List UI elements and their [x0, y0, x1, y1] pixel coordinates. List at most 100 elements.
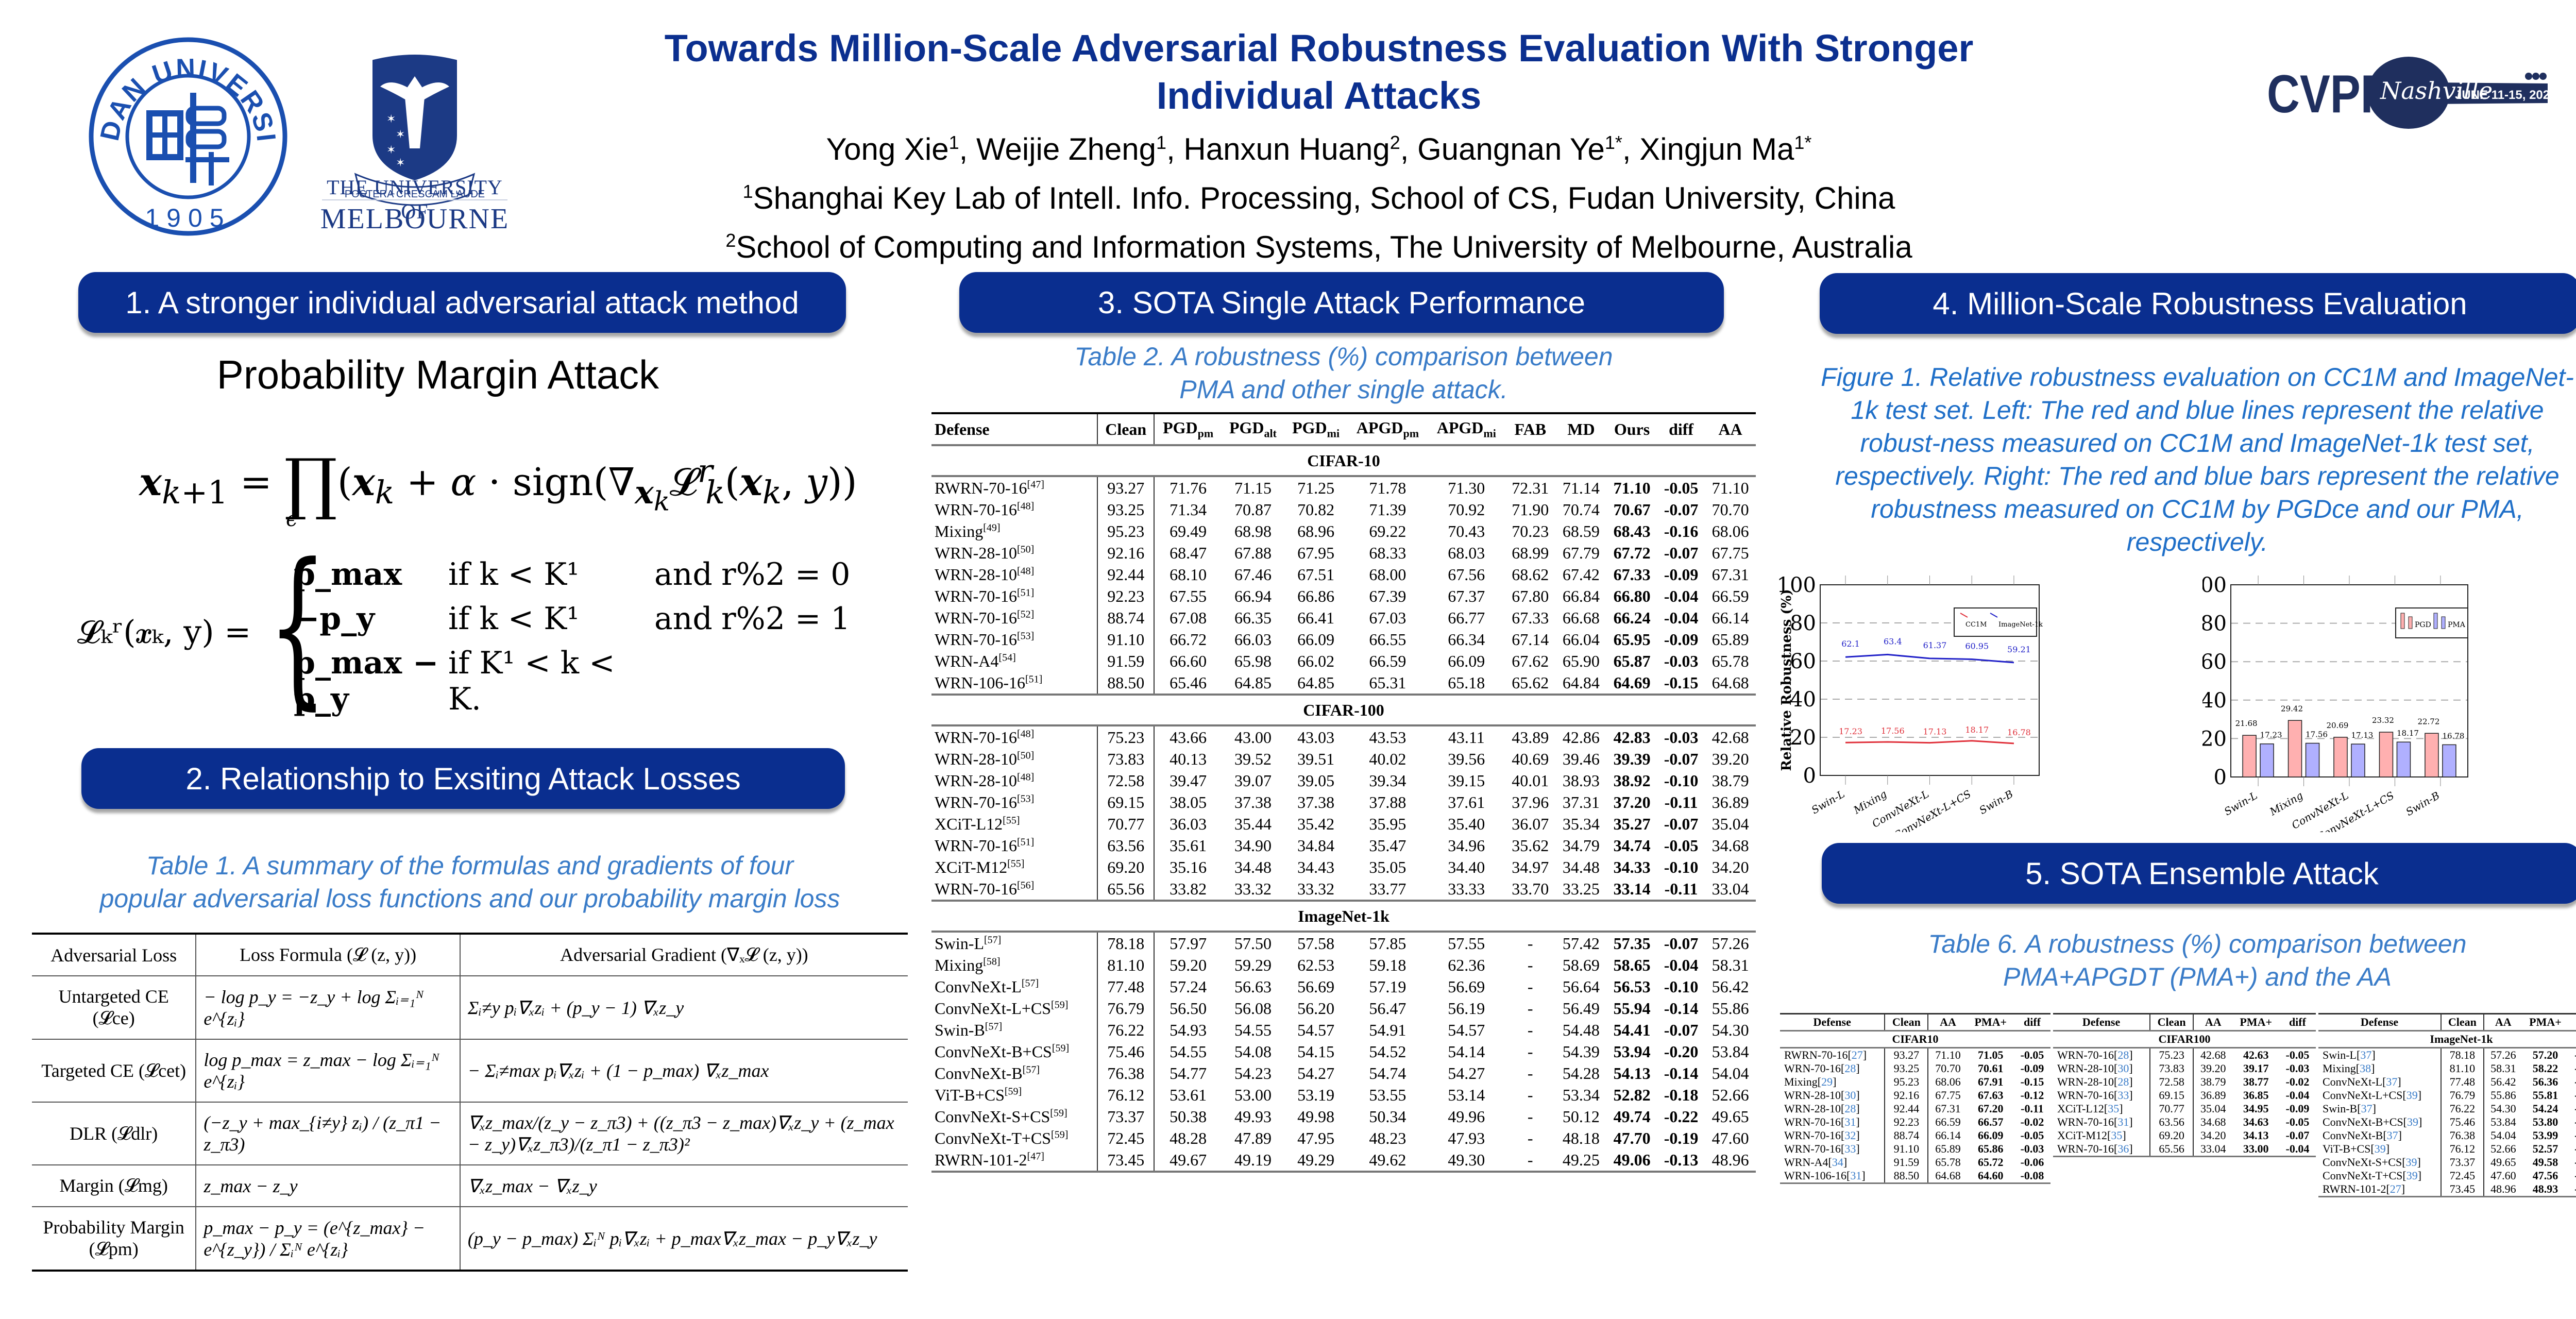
- cvpr-nashville-logo: CVPR Nashville JUNE 11-15, 2025: [2267, 57, 2555, 129]
- model-name: XCiT-M12: [2057, 1129, 2107, 1142]
- cell-value: 67.14: [1512, 630, 1549, 649]
- model-name: ConvNeXt-B: [935, 1063, 1023, 1083]
- cell-value: 56.42: [2483, 1075, 2522, 1089]
- cell-value: 76.79: [1097, 997, 1155, 1020]
- cell-value: 54.08: [1234, 1042, 1272, 1061]
- loss-name: Targeted CE (𝓛cet): [32, 1039, 196, 1103]
- affiliation-1: 1Shanghai Key Lab of Intell. Info. Proce…: [592, 171, 2045, 219]
- table-row: Mixing[58] 81.10 59.20 59.29 62.53 59.18 62.36…: [931, 954, 1756, 976]
- cell-value: 65.78: [1927, 1156, 1968, 1169]
- section-4-header: 4. Million-Scale Robustness Evaluation: [1820, 273, 2576, 334]
- cell-value: 34.20: [1711, 857, 1749, 876]
- cell-value: -0.15: [2020, 1075, 2044, 1088]
- cell-value: -: [1527, 1107, 1533, 1126]
- citation-number: 59: [1054, 1129, 1065, 1141]
- cell-value: 34.33: [1613, 857, 1651, 876]
- table-row: ConvNeXt-B+CS[59] 75.46 54.55 54.08 54.15 54.…: [931, 1041, 1756, 1063]
- cell-value: -: [1527, 977, 1533, 996]
- model-name: RWRN-70-16: [935, 478, 1027, 497]
- melbourne-university-crest: ✶ ✶ ✶ ✶ POSTERA CRESCAM LAUDE: [345, 55, 485, 206]
- data-label: 17.13: [1923, 727, 1947, 737]
- model-name: WRN-28-10: [1784, 1089, 1841, 1102]
- cell-value: 66.09: [1448, 651, 1485, 670]
- cell-value: 35.05: [1369, 857, 1406, 876]
- table-row: WRN-A4[54] 91.59 66.60 65.98 66.02 66.59 66.09…: [931, 650, 1756, 672]
- defense-name: WRN-28-10[48]: [931, 564, 1097, 585]
- defense-name: Swin-B[57]: [931, 1019, 1097, 1041]
- cell-value: 67.33: [1512, 608, 1549, 627]
- table-row: RWRN-70-16[47] 93.27 71.76 71.15 71.25 71.78 7…: [931, 476, 1756, 499]
- cell-value: 34.63: [2243, 1115, 2269, 1128]
- cell-value: 66.04: [1562, 630, 1600, 649]
- cell-value: -0.07: [1664, 1020, 1699, 1039]
- cell-value: 57.19: [1369, 977, 1406, 996]
- cell-value: 35.16: [1154, 856, 1222, 878]
- defense-name: RWRN-101-2[47]: [931, 1149, 1097, 1172]
- cell-value: 54.30: [1711, 1020, 1749, 1039]
- cell-value: 68.96: [1297, 521, 1335, 540]
- cell-value: 67.55: [1154, 585, 1222, 607]
- cell-value: 37.38: [1297, 792, 1335, 811]
- cell-value: 34.48: [1234, 857, 1272, 876]
- citation-number: 54: [1002, 652, 1013, 664]
- cell-value: 34.74: [1613, 836, 1651, 855]
- cell-value: 66.34: [1448, 630, 1485, 649]
- cell-value: 49.65: [2483, 1156, 2522, 1169]
- update-equation: xk+1 = ∏(xk + α · sign(∇xk𝓛rk(xk, y)): [139, 444, 857, 522]
- table-row: WRN-106-16[31] 88.50 64.68 64.60 -0.08: [1780, 1169, 2050, 1184]
- citation: [55]: [1003, 815, 1020, 826]
- affiliation-2: 2School of Computing and Information Sys…: [592, 219, 2045, 268]
- cell-value: 39.52: [1234, 749, 1272, 768]
- column-header: APGDmi: [1428, 413, 1505, 447]
- cell-value: 69.22: [1369, 521, 1406, 540]
- citation: [59]: [1052, 1042, 1070, 1054]
- cell-value: -0.09: [2568, 1142, 2576, 1156]
- citation: [59]: [1004, 1086, 1022, 1097]
- model-name: WRN-70-16: [935, 500, 1017, 519]
- model-name: WRN-70-16: [935, 608, 1017, 627]
- cell-value: 56.49: [1562, 999, 1600, 1018]
- cell-value: 47.60: [1711, 1128, 1749, 1147]
- cell-value: 34.84: [1297, 836, 1335, 855]
- cell-value: 93.27: [1884, 1047, 1928, 1062]
- model-name: WRN-70-16: [1784, 1142, 1841, 1155]
- cell-value: 81.10: [1097, 954, 1155, 976]
- dataset-name: CIFAR10: [1780, 1030, 2050, 1049]
- cell-value: 50.38: [1154, 1106, 1222, 1128]
- cell-value: -0.05: [2285, 1115, 2310, 1128]
- cell-value: 33.00: [2232, 1142, 2279, 1157]
- cell-value: 54.91: [1369, 1020, 1406, 1039]
- cell-value: 66.59: [1369, 651, 1406, 670]
- cell-value: 50.34: [1369, 1107, 1406, 1126]
- table-row: ConvNeXt-L+CS[59] 76.79 56.50 56.08 56.20 56.…: [931, 997, 1756, 1020]
- model-name: Mixing: [935, 521, 984, 540]
- x-tick-label: Swin-L: [2222, 789, 2260, 818]
- cell-value: 49.67: [1154, 1149, 1222, 1172]
- cell-value: 39.07: [1234, 771, 1272, 790]
- cell-value: 65.56: [2149, 1142, 2194, 1157]
- loss-gradient: Σᵢ≠y pᵢ∇ₓzᵢ + (p_y − 1) ∇ₓz_y: [459, 976, 908, 1040]
- model-name: WRN-70-16: [2057, 1115, 2114, 1128]
- cell-value: -0.02: [2020, 1115, 2044, 1128]
- citation-number: 38: [2360, 1062, 2371, 1075]
- cell-value: 69.20: [1097, 856, 1155, 878]
- y-tick-label: 80: [2202, 612, 2227, 636]
- table-row: WRN-70-16[48] 75.23 43.66 43.00 43.03 43.53 43…: [931, 725, 1756, 749]
- table-row: WRN-70-16[53] 91.10 66.72 66.03 66.09 66.55 66…: [931, 629, 1756, 651]
- model-name: Swin-B: [2323, 1102, 2358, 1115]
- citation-number: 35: [2108, 1102, 2120, 1115]
- cell-value: 65.56: [1097, 878, 1155, 901]
- model-name: WRN-106-16: [1784, 1169, 1846, 1182]
- model-name: Swin-B: [935, 1020, 985, 1039]
- defense-name: WRN-70-16[53]: [931, 629, 1097, 650]
- cell-value: 76.79: [2441, 1089, 2484, 1102]
- figure-1-caption: Figure 1. Relative robustness evaluation…: [1821, 363, 2574, 556]
- citation: [48]: [1016, 565, 1035, 577]
- data-label: 23.32: [2372, 716, 2394, 725]
- column-header: diff: [2013, 1013, 2050, 1031]
- cell-value: 54.04: [2483, 1129, 2522, 1142]
- defense-name: ViT-B+CS[59]: [931, 1084, 1097, 1106]
